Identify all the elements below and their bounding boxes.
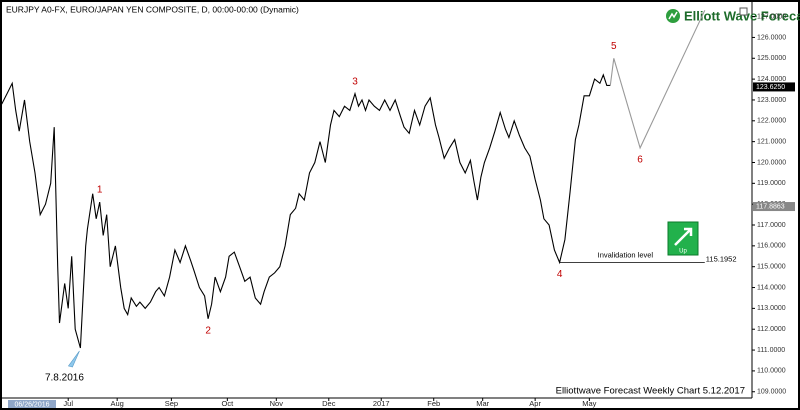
invalidation-value: 115.1952 [706,255,737,264]
cursor-date-box [8,400,56,408]
x-tick-label: Nov [270,399,284,408]
y-tick-label: 119.0000 [757,180,786,187]
logo-glyph [668,11,678,20]
y-tick-label: 117.0000 [757,222,786,229]
y-tick-label: 116.0000 [757,243,786,250]
y-tick-label: 110.0000 [757,368,786,375]
y-tick-label: 112.0000 [757,326,786,333]
x-tick-label: Oct [222,399,235,408]
price-tag-label: 123.6250 [756,84,785,91]
wave-label: 5 [611,41,617,52]
cursor-date: 06/26/2016 [14,401,49,408]
price-tag-box [753,82,795,92]
y-tick-label: 114.0000 [757,284,786,291]
y-tick-label: 113.0000 [757,305,786,312]
x-tick-label: Jul [63,399,73,408]
brand-name: Elliott Wave Forecast [684,8,800,23]
brand-logo: Elliott Wave Forecast [666,8,800,23]
x-tick-label: Feb [427,399,440,408]
footer-note: Elliottwave Forecast Weekly Chart 5.12.2… [556,386,745,397]
y-tick-label: 115.0000 [757,264,786,271]
price-line [609,10,706,150]
x-tick-label: Sep [165,399,178,408]
y-tick-label: 120.0000 [757,159,786,166]
signal-arrow [674,227,693,246]
price-tag-box [753,202,795,212]
price-tag-label: 117.8863 [756,203,785,210]
x-tick-label: Mar [476,399,489,408]
y-tick-label: 109.0000 [757,389,786,396]
y-tick-label: 111.0000 [757,347,785,354]
y-tick-label: 122.0000 [757,118,786,125]
price-line [1,73,611,349]
y-tick-label: 124.0000 [757,76,786,83]
y-tick-label: 123.0000 [757,97,786,104]
y-tick-label: 127.0000 [757,13,786,20]
window-button[interactable] [739,7,748,16]
y-tick-label: 125.0000 [757,55,786,62]
wave-label: 1 [97,185,103,196]
x-tick-label: Apr [529,399,541,408]
wave-label: 2 [205,325,211,336]
wave-label: 3 [352,76,358,87]
wave-label: 4 [557,269,563,280]
invalidation-label: Invalidation level [598,251,654,260]
x-tick-label: 2017 [373,399,390,408]
wave-label: 6 [637,155,643,166]
low-note: 7.8.2016 [45,373,84,384]
x-tick-label: Dec [322,399,336,408]
signal-label: Up [679,249,687,255]
chart-title: EURJPY A0-FX, EURO/JAPAN YEN COMPOSITE, … [6,4,299,14]
x-tick-label: Aug [110,399,123,408]
y-tick-label: 121.0000 [757,138,786,145]
y-tick-label: 126.0000 [757,34,786,41]
x-tick-label: May [582,399,596,408]
low-arrow [67,350,80,368]
